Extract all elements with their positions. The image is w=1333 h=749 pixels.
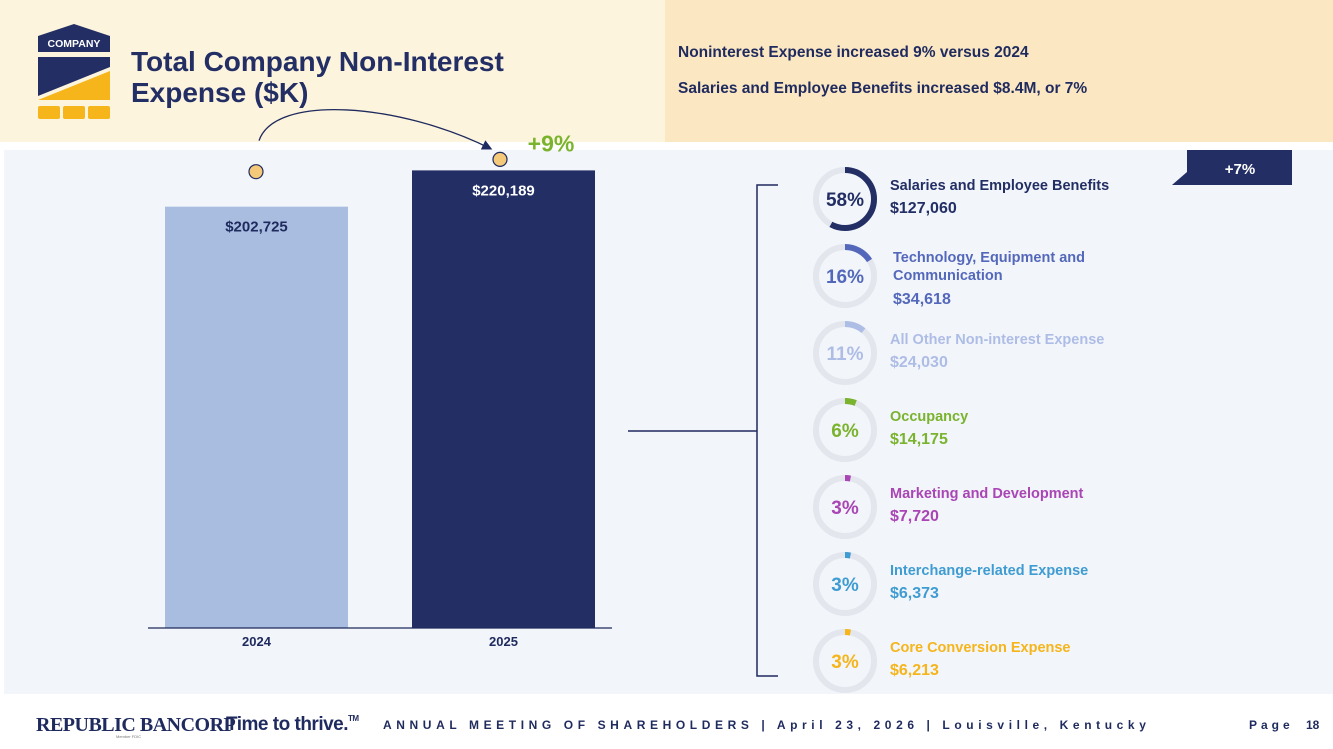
header-right-band xyxy=(665,0,1333,142)
x-tick-2025: 2025 xyxy=(489,634,518,649)
donut-arc xyxy=(813,475,877,539)
tagline-trademark: TM xyxy=(348,714,359,723)
bar-value-label-2024: $202,725 xyxy=(225,219,288,236)
breakdown-item: 16% Technology, Equipment and Communicatio… xyxy=(813,244,1085,308)
donut-arc xyxy=(813,629,877,693)
donut-percent-label: 6% xyxy=(831,421,859,442)
breakdown-item-value: $6,373 xyxy=(890,585,939,602)
donut-percent-label: 11% xyxy=(827,344,864,365)
donut-arc xyxy=(813,552,877,616)
breakdown-item: 11% All Other Non-interest Expense $24,030 xyxy=(813,321,1104,385)
breakdown-item-name: Occupancy xyxy=(890,409,968,425)
breakdown-item: 58% Salaries and Employee Benefits $127,06… xyxy=(813,167,1109,231)
page-number: 18 xyxy=(1306,718,1320,732)
headline-1: Noninterest Expense increased 9% versus … xyxy=(678,44,1029,61)
header-left-band xyxy=(0,0,665,142)
breakdown-item-name: Marketing and Development xyxy=(890,486,1084,502)
donut-arc xyxy=(813,398,877,462)
breakdown-item: 6% Occupancy $14,175 xyxy=(813,398,968,462)
donut-percent-label: 3% xyxy=(831,575,859,596)
donut-percent-label: 58% xyxy=(826,190,864,211)
donut-arc xyxy=(813,244,877,308)
tagline: Time to thrive.TM xyxy=(226,714,359,736)
donut-arc xyxy=(813,321,877,385)
headline-2: Salaries and Employee Benefits increased… xyxy=(678,80,1088,97)
breakdown-item-name: All Other Non-interest Expense xyxy=(890,332,1104,348)
callout-text: +7% xyxy=(1225,161,1255,178)
breakdown-item-name: Core Conversion Expense xyxy=(890,640,1071,656)
breakdown-item-value: $24,030 xyxy=(890,354,948,371)
breakdown-item-value: $7,720 xyxy=(890,508,939,525)
company-logo: COMPANY xyxy=(38,24,110,119)
breakdown-bracket xyxy=(756,184,778,677)
event-info: ANNUAL MEETING OF SHAREHOLDERS | April 2… xyxy=(383,718,1151,732)
breakdown-item-name: Interchange-related Expense xyxy=(890,563,1088,579)
donut-percent-label: 16% xyxy=(826,267,864,288)
donut-percent-label: 3% xyxy=(831,652,859,673)
page-title: Total Company Non-Interest Expense ($K) xyxy=(131,46,504,108)
breakdown-item: 3% Core Conversion Expense $6,213 xyxy=(813,629,1071,693)
logo-text: COMPANY xyxy=(48,38,101,50)
brand-name: REPUBLIC BANCORP xyxy=(36,714,236,736)
donut-arc xyxy=(813,167,877,231)
donut-percent-label: 3% xyxy=(831,498,859,519)
breakdown-item-value: $127,060 xyxy=(890,200,957,217)
breakdown-item: 3% Interchange-related Expense $6,373 xyxy=(813,552,1088,616)
breakdown-item-value: $14,175 xyxy=(890,431,948,448)
bar-2024 xyxy=(165,206,348,628)
bar-value-label-2025: $220,189 xyxy=(472,182,535,199)
footer: REPUBLIC BANCORP Member FDIC Time to thr… xyxy=(0,705,1333,749)
bar-2025 xyxy=(412,170,595,628)
callout-badge xyxy=(1172,150,1292,185)
breakdown-item-name: Technology, Equipment and Communication xyxy=(893,250,1085,284)
breakdown-item-value: $34,618 xyxy=(893,291,951,308)
bar-dot-2025 xyxy=(492,151,508,167)
x-tick-2024: 2024 xyxy=(242,634,272,649)
breakdown-item: 3% Marketing and Development $7,720 xyxy=(813,475,1084,539)
growth-label: +9% xyxy=(528,130,575,156)
bar-dot-2024 xyxy=(248,164,264,180)
growth-arrow xyxy=(258,109,493,150)
page-label: Page xyxy=(1249,718,1294,732)
breakdown-item-value: $6,213 xyxy=(890,662,939,679)
tagline-text: Time to thrive. xyxy=(226,714,349,735)
breakdown-item-name: Salaries and Employee Benefits xyxy=(890,178,1109,194)
brand-member-note: Member FDIC xyxy=(116,734,142,739)
